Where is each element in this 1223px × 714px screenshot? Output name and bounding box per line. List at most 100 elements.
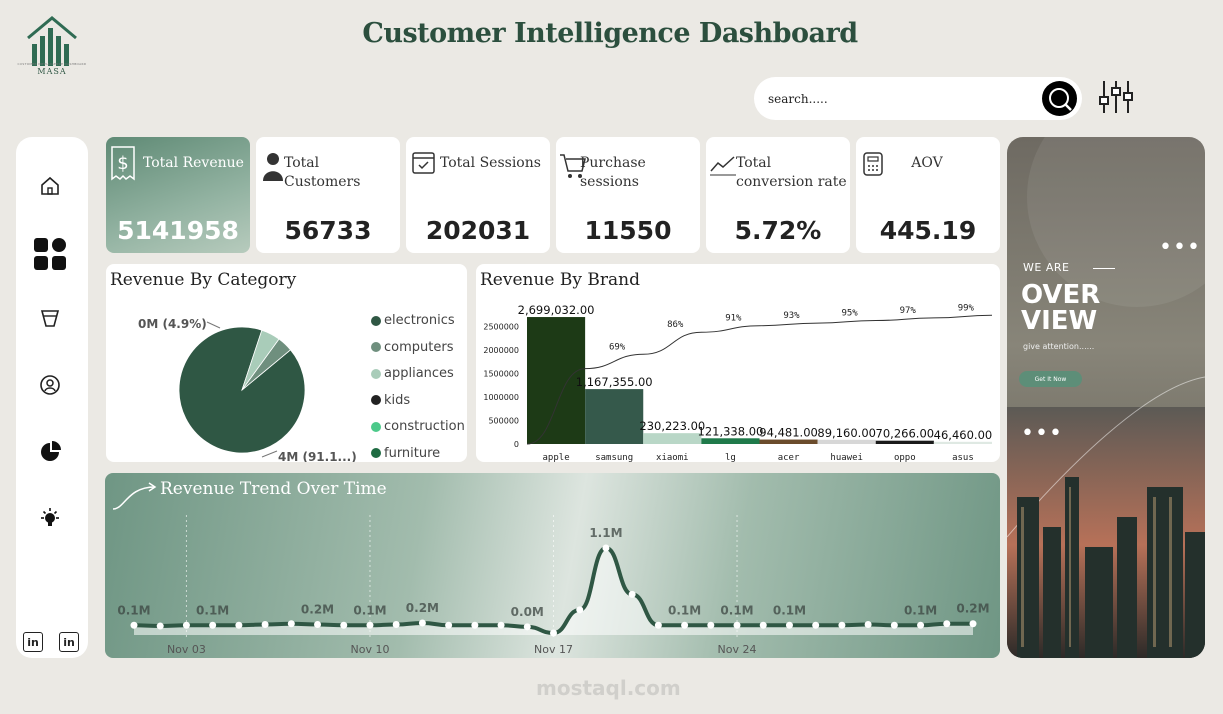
- legend-item[interactable]: construction: [371, 419, 465, 434]
- trend-point[interactable]: [707, 621, 715, 629]
- trend-point[interactable]: [864, 621, 872, 628]
- trend-point[interactable]: [392, 621, 400, 628]
- trend-point[interactable]: [523, 623, 531, 631]
- legend-item[interactable]: computers: [371, 340, 453, 355]
- x-tick-label: xiaomi: [656, 453, 689, 462]
- brand-bar[interactable]: [933, 441, 992, 444]
- more-dots-icon[interactable]: •••: [1159, 235, 1201, 260]
- sidebar-item-funnel[interactable]: [32, 300, 68, 336]
- trend-point[interactable]: [340, 621, 348, 629]
- trend-point[interactable]: [943, 620, 951, 628]
- trend-point[interactable]: [445, 621, 453, 629]
- brand-bar[interactable]: [701, 438, 760, 444]
- brand-bar[interactable]: [527, 317, 586, 444]
- pareto-label: 93%: [783, 311, 800, 321]
- pie-slice[interactable]: [241, 329, 280, 391]
- kpi-value: 5.72%: [734, 216, 822, 245]
- trend-point-label: 0.2M: [406, 601, 439, 615]
- brand-bar[interactable]: [585, 389, 644, 444]
- y-tick-label: 0: [514, 440, 519, 449]
- sidebar-item-dashboard[interactable]: [32, 236, 68, 272]
- sidebar-item-home[interactable]: [32, 168, 68, 204]
- promo-eyebrow: WE ARE: [1023, 261, 1070, 274]
- trend-point[interactable]: [209, 621, 217, 629]
- search-input[interactable]: [768, 89, 1018, 109]
- sidebar-item-insights[interactable]: [32, 500, 68, 536]
- x-tick-label: Nov 24: [718, 643, 757, 656]
- x-tick-label: Nov 03: [167, 643, 206, 656]
- trend-point[interactable]: [785, 621, 793, 629]
- trend-point[interactable]: [235, 621, 243, 629]
- trend-point[interactable]: [812, 621, 820, 629]
- trend-point[interactable]: [969, 620, 977, 628]
- pareto-label: 99%: [958, 303, 975, 313]
- legend-item[interactable]: electronics: [371, 313, 455, 328]
- pareto-label: 86%: [667, 320, 684, 330]
- x-tick-label: Nov 10: [350, 643, 389, 656]
- trend-point[interactable]: [156, 622, 164, 630]
- pareto-label: 69%: [609, 342, 626, 352]
- city-skyline-image: [1007, 137, 1205, 658]
- trend-point[interactable]: [287, 620, 295, 628]
- x-tick-label: asus: [952, 453, 974, 462]
- trend-point[interactable]: [314, 621, 322, 628]
- trend-point[interactable]: [917, 621, 925, 629]
- brand-bar[interactable]: [759, 439, 818, 444]
- kpi-value: 11550: [584, 216, 672, 245]
- more-dots-icon[interactable]: •••: [1021, 421, 1063, 446]
- y-tick-label: 500000: [488, 416, 519, 425]
- trend-point-label: 0.1M: [353, 603, 386, 617]
- sidebar-item-customers[interactable]: [32, 367, 68, 403]
- trend-point-label: 0.1M: [668, 603, 701, 617]
- trend-point-label: 0.1M: [904, 603, 937, 617]
- kpi-label: Total Revenue: [143, 155, 244, 171]
- page-title: Customer Intelligence Dashboard: [362, 18, 858, 49]
- brand-bar[interactable]: [817, 439, 876, 444]
- trend-point[interactable]: [550, 629, 557, 637]
- dollar-icon: $: [111, 146, 135, 181]
- y-tick-label: 2000000: [483, 346, 519, 355]
- trend-point[interactable]: [130, 621, 138, 629]
- x-tick-label: samsung: [595, 453, 633, 462]
- trend-point-label: 0.2M: [956, 602, 989, 616]
- trend-point[interactable]: [261, 621, 269, 628]
- get-it-now-button[interactable]: Get It Now: [1019, 371, 1082, 387]
- bulb-icon: [41, 508, 59, 526]
- trend-point[interactable]: [497, 621, 505, 629]
- linkedin-icon[interactable]: in: [23, 632, 43, 652]
- linkedin-icon[interactable]: in: [59, 632, 79, 652]
- trend-point[interactable]: [471, 621, 479, 629]
- funnel-icon: [40, 310, 60, 327]
- trend-point[interactable]: [838, 621, 846, 629]
- filter-sliders-icon[interactable]: [1096, 79, 1136, 115]
- x-tick-label: Nov 17: [534, 643, 573, 656]
- panel-title: Revenue By Category: [110, 270, 297, 290]
- trend-point[interactable]: [418, 619, 426, 627]
- trend-point[interactable]: [654, 621, 662, 629]
- search-bar: [754, 77, 1082, 120]
- promo-headline-line: OVER: [1021, 280, 1101, 310]
- trend-point[interactable]: [628, 590, 636, 598]
- trend-point-label: 0.1M: [773, 603, 806, 617]
- legend-item[interactable]: kids: [371, 393, 410, 408]
- trend-point[interactable]: [602, 544, 610, 552]
- trend-point[interactable]: [759, 621, 767, 629]
- trend-point[interactable]: [366, 621, 374, 629]
- kpi-total-conversion-rate: Total conversion rate 5.72%: [706, 137, 850, 253]
- legend-label: construction: [384, 419, 465, 434]
- legend-item[interactable]: appliances: [371, 366, 454, 381]
- sidebar-item-reports[interactable]: [32, 434, 68, 470]
- trend-point[interactable]: [733, 621, 741, 629]
- trend-point[interactable]: [576, 606, 584, 614]
- trend-point[interactable]: [182, 621, 190, 629]
- trend-point[interactable]: [681, 621, 689, 629]
- trend-point[interactable]: [890, 621, 898, 629]
- panel-title: Revenue Trend Over Time: [160, 479, 387, 499]
- bar-data-label: 46,460.00: [934, 428, 993, 442]
- revenue-by-brand-panel: Revenue By Brand 0 500000 1000000 1500000 20…: [476, 264, 1000, 462]
- legend-item[interactable]: furniture: [371, 446, 440, 461]
- brand-bar[interactable]: [875, 440, 934, 444]
- search-button[interactable]: [1042, 81, 1077, 116]
- brand-bar[interactable]: [643, 433, 702, 444]
- trend-point-label: 0.1M: [117, 603, 150, 617]
